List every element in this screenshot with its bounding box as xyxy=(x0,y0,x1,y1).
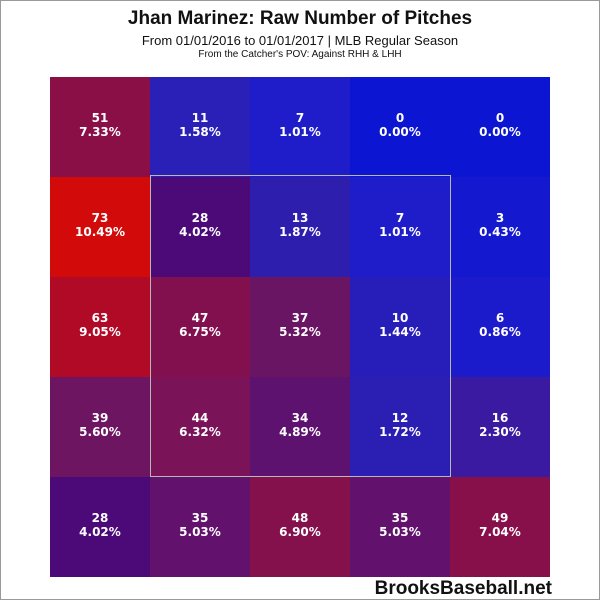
zone-cell-r5-c5 xyxy=(450,477,550,577)
zone-percent-label: 4.02% xyxy=(79,525,121,539)
zone-percent-label: 1.01% xyxy=(279,125,321,139)
zone-cell-r3-c5 xyxy=(450,277,550,377)
zone-cell-r1-c2 xyxy=(150,77,250,177)
zone-cell-r4-c4 xyxy=(350,377,450,477)
zone-cell-r1-c5 xyxy=(450,77,550,177)
zone-cell-r5-c4 xyxy=(350,477,450,577)
zone-count-label: 51 xyxy=(92,111,109,125)
zone-count-label: 63 xyxy=(92,311,109,325)
zone-percent-label: 7.04% xyxy=(479,525,521,539)
zone-percent-label: 1.72% xyxy=(379,425,421,439)
zone-percent-label: 10.49% xyxy=(75,225,125,239)
zone-count-label: 44 xyxy=(192,411,209,425)
zone-cell-r3-c1 xyxy=(50,277,150,377)
zone-count-label: 12 xyxy=(392,411,409,425)
zone-count-label: 34 xyxy=(292,411,309,425)
zone-cell-r2-c4 xyxy=(350,177,450,277)
zone-percent-label: 5.32% xyxy=(279,325,321,339)
zone-cell-r2-c1 xyxy=(50,177,150,277)
zone-cell-r2-c3 xyxy=(250,177,350,277)
zone-percent-label: 1.87% xyxy=(279,225,321,239)
zone-count-label: 35 xyxy=(392,511,409,525)
zone-count-label: 7 xyxy=(396,211,404,225)
strike-zone-outline xyxy=(150,175,451,477)
zone-percent-label: 4.02% xyxy=(179,225,221,239)
zone-percent-label: 6.75% xyxy=(179,325,221,339)
zone-cell-r5-c1 xyxy=(50,477,150,577)
zone-percent-label: 6.90% xyxy=(279,525,321,539)
zone-percent-label: 0.00% xyxy=(479,125,521,139)
zone-count-label: 3 xyxy=(496,211,504,225)
zone-count-label: 16 xyxy=(492,411,509,425)
zone-count-label: 49 xyxy=(492,511,509,525)
zone-count-label: 10 xyxy=(392,311,409,325)
zone-percent-label: 5.03% xyxy=(179,525,221,539)
zone-cell-r1-c4 xyxy=(350,77,450,177)
zone-count-label: 35 xyxy=(192,511,209,525)
zone-percent-label: 1.44% xyxy=(379,325,421,339)
zone-count-label: 0 xyxy=(396,111,404,125)
zone-count-label: 73 xyxy=(92,211,109,225)
zone-count-label: 6 xyxy=(496,311,504,325)
zone-cell-r4-c1 xyxy=(50,377,150,477)
zone-count-label: 37 xyxy=(292,311,309,325)
watermark: BrooksBaseball.net xyxy=(374,578,552,599)
zone-count-label: 48 xyxy=(292,511,309,525)
chart-subtitle-pov: From the Catcher's POV: Against RHH & LH… xyxy=(198,49,402,60)
chart-title: Jhan Marinez: Raw Number of Pitches xyxy=(127,8,473,29)
zone-percent-label: 4.89% xyxy=(279,425,321,439)
zone-percent-label: 0.43% xyxy=(479,225,521,239)
zone-cell-r5-c2 xyxy=(150,477,250,577)
chart-subtitle: From 01/01/2016 to 01/01/2017 | MLB Regu… xyxy=(141,33,459,48)
zone-cell-r4-c5 xyxy=(450,377,550,477)
zone-percent-label: 0.00% xyxy=(379,125,421,139)
zone-count-label: 47 xyxy=(192,311,209,325)
zone-cell-r3-c3 xyxy=(250,277,350,377)
zone-cell-r4-c3 xyxy=(250,377,350,477)
zone-count-label: 13 xyxy=(292,211,309,225)
zone-count-label: 7 xyxy=(296,111,304,125)
zone-cell-r3-c2 xyxy=(150,277,250,377)
zone-cell-r2-c5 xyxy=(450,177,550,277)
zone-count-label: 0 xyxy=(496,111,504,125)
zone-percent-label: 9.05% xyxy=(79,325,121,339)
zone-cell-r2-c2 xyxy=(150,177,250,277)
zone-cell-r5-c3 xyxy=(250,477,350,577)
zone-percent-label: 6.32% xyxy=(179,425,221,439)
zone-percent-label: 7.33% xyxy=(79,125,121,139)
zone-count-label: 11 xyxy=(192,111,209,125)
zone-percent-label: 1.01% xyxy=(379,225,421,239)
zone-cell-r4-c2 xyxy=(150,377,250,477)
zone-count-label: 28 xyxy=(192,211,209,225)
zone-cell-r1-c3 xyxy=(250,77,350,177)
zone-cell-r3-c4 xyxy=(350,277,450,377)
zone-percent-label: 5.03% xyxy=(379,525,421,539)
zone-percent-label: 1.58% xyxy=(179,125,221,139)
zone-count-label: 28 xyxy=(92,511,109,525)
zone-percent-label: 0.86% xyxy=(479,325,521,339)
zone-percent-label: 5.60% xyxy=(79,425,121,439)
zone-percent-label: 2.30% xyxy=(479,425,521,439)
zone-count-label: 39 xyxy=(92,411,109,425)
zone-cell-r1-c1 xyxy=(50,77,150,177)
